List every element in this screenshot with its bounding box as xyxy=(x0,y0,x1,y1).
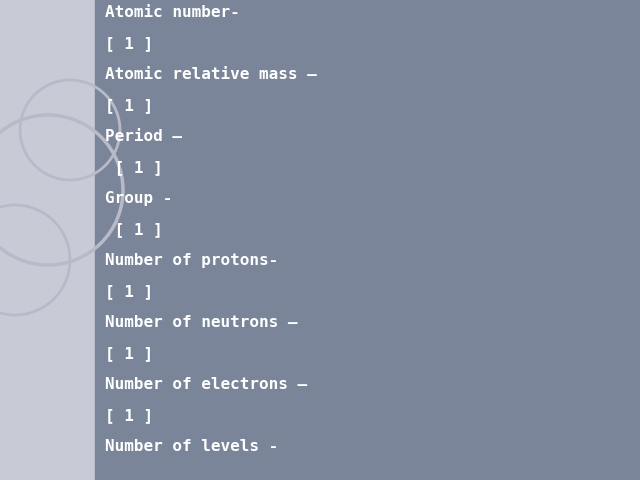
Text: Number of neutrons –: Number of neutrons – xyxy=(105,315,298,330)
Text: Group -: Group - xyxy=(105,191,172,206)
Text: Period –: Period – xyxy=(105,129,182,144)
Text: [ 1 ]: [ 1 ] xyxy=(105,160,163,175)
Text: Atomic relative mass –: Atomic relative mass – xyxy=(105,67,317,82)
Text: Atomic number-: Atomic number- xyxy=(105,5,240,20)
Text: Number of electrons –: Number of electrons – xyxy=(105,377,307,392)
Text: [ 1 ]: [ 1 ] xyxy=(105,284,153,299)
Text: Number of levels -: Number of levels - xyxy=(105,439,278,454)
Text: [ 1 ]: [ 1 ] xyxy=(105,36,153,51)
Text: [ 1 ]: [ 1 ] xyxy=(105,346,153,361)
Text: Number of protons-: Number of protons- xyxy=(105,253,278,268)
Text: [ 1 ]: [ 1 ] xyxy=(105,222,163,237)
Text: [ 1 ]: [ 1 ] xyxy=(105,408,153,423)
Bar xyxy=(0,0,95,480)
Text: [ 1 ]: [ 1 ] xyxy=(105,98,153,113)
Bar xyxy=(95,0,640,480)
